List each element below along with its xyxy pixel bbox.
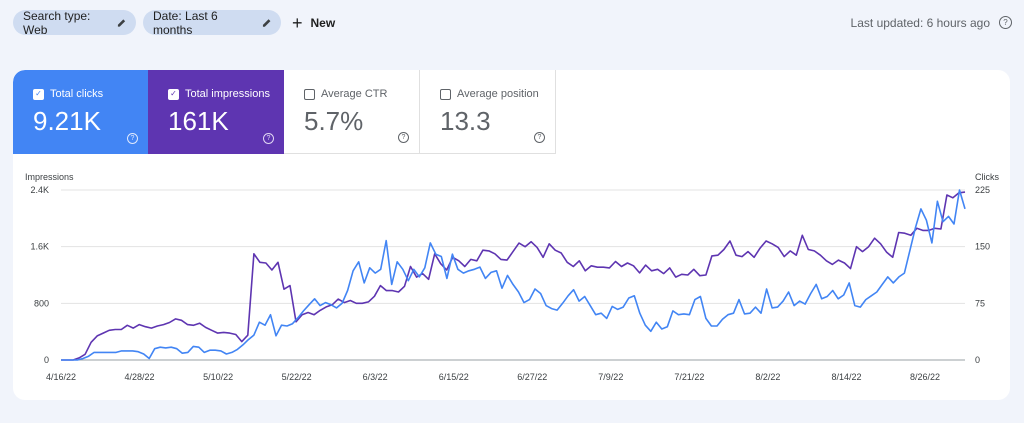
help-icon[interactable]: ? (263, 133, 274, 144)
total-clicks-label: Total clicks (50, 88, 104, 100)
average-ctr-value: 5.7% (304, 106, 364, 136)
performance-chart: Impressions Clicks 0 0 800 75 1.6K 150 2.4K 225 4/… (25, 172, 999, 382)
y-right-tick-label: 150 (975, 242, 990, 252)
search-type-filter-label: Search type: Web (23, 8, 91, 37)
total-clicks-value: 9.21K (33, 106, 101, 136)
total-impressions-value: 161K (168, 106, 229, 136)
x-tick-label: 6/27/22 (517, 372, 547, 382)
x-tick-label: 6/3/22 (363, 372, 388, 382)
clicks-line (61, 189, 966, 361)
total-impressions-label: Total impressions (185, 88, 270, 100)
checkbox-icon[interactable]: ✓ (168, 88, 179, 100)
date-filter-chip[interactable]: Date: Last 6 months (143, 8, 281, 37)
x-tick-label: 4/28/22 (125, 372, 155, 382)
plus-icon: + (292, 12, 303, 33)
x-tick-label: 8/2/22 (755, 372, 780, 382)
y-right-tick-label: 75 (975, 298, 985, 308)
help-icon[interactable]: ? (999, 16, 1012, 29)
total-impressions-tile[interactable]: ✓ Total impressions 161K ? (148, 70, 284, 154)
x-tick-label: 8/14/22 (831, 372, 861, 382)
y-right-tick-label: 0 (975, 355, 980, 365)
y-left-tick-label: 800 (34, 298, 49, 308)
x-tick-label: 5/22/22 (282, 372, 312, 382)
help-icon[interactable]: ? (127, 133, 138, 144)
performance-card: ✓ Total clicks 9.21K ? ✓ Total impressions… (13, 70, 1010, 400)
checkbox-icon[interactable] (440, 88, 451, 100)
pencil-icon[interactable] (262, 18, 271, 28)
pencil-icon[interactable] (117, 18, 126, 28)
checkbox-icon[interactable] (304, 88, 315, 100)
y-left-tick-label: 0 (44, 355, 49, 365)
x-tick-label: 6/15/22 (439, 372, 469, 382)
average-ctr-label: Average CTR (321, 88, 388, 100)
average-position-label: Average position (457, 88, 539, 100)
y-left-tick-label: 2.4K (30, 185, 49, 195)
average-position-tile[interactable]: Average position 13.3 ? (420, 70, 556, 154)
average-position-value: 13.3 (440, 106, 491, 136)
total-clicks-tile[interactable]: ✓ Total clicks 9.21K ? (13, 70, 148, 154)
x-tick-label: 8/26/22 (910, 372, 940, 382)
help-icon[interactable]: ? (534, 132, 545, 143)
help-icon[interactable]: ? (398, 132, 409, 143)
y-left-tick-label: 1.6K (30, 242, 49, 252)
x-tick-label: 4/16/22 (46, 372, 76, 382)
average-ctr-tile[interactable]: Average CTR 5.7% ? (284, 70, 420, 154)
y-axis-right-title: Clicks (975, 172, 999, 182)
x-tick-label: 7/9/22 (598, 372, 623, 382)
last-updated-text: Last updated: 6 hours ago (850, 16, 990, 30)
impressions-line (61, 191, 966, 361)
checkbox-icon[interactable]: ✓ (33, 88, 44, 100)
new-filter-button[interactable]: + New (292, 10, 335, 35)
x-tick-label: 7/21/22 (674, 372, 704, 382)
x-tick-label: 5/10/22 (203, 372, 233, 382)
y-axis-left-title: Impressions (25, 172, 74, 182)
date-filter-label: Date: Last 6 months (153, 8, 218, 37)
y-right-tick-label: 225 (975, 185, 990, 195)
new-filter-label: New (310, 15, 336, 30)
search-type-filter-chip[interactable]: Search type: Web (13, 8, 136, 37)
